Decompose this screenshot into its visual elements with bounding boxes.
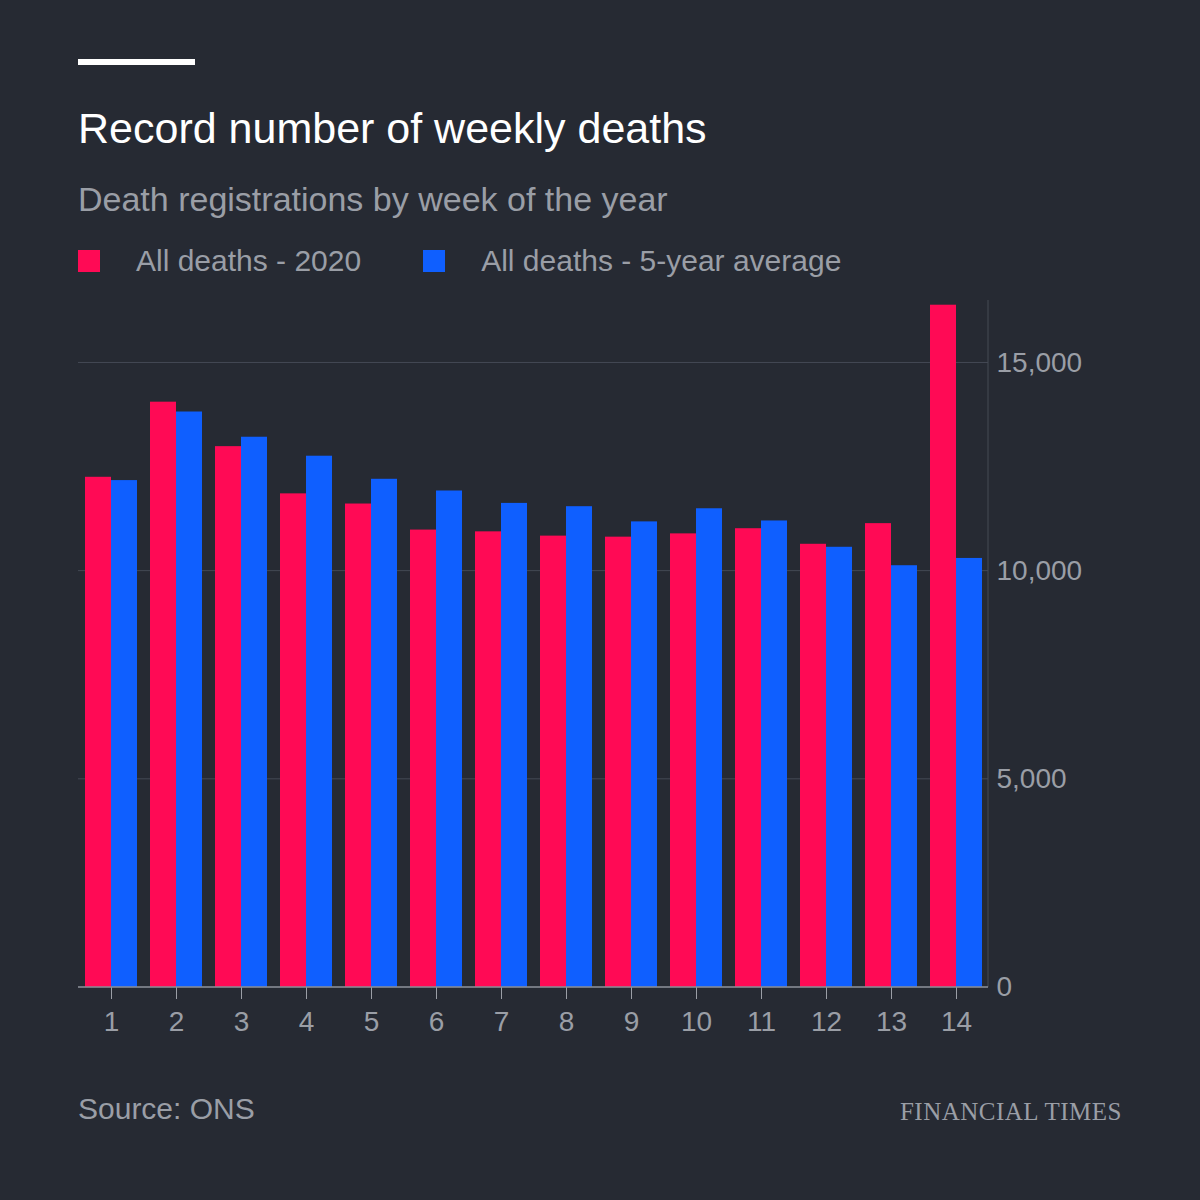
svg-text:7: 7	[494, 1006, 510, 1037]
svg-text:2: 2	[169, 1006, 185, 1037]
svg-text:4: 4	[299, 1006, 315, 1037]
svg-text:8: 8	[559, 1006, 575, 1037]
svg-text:5: 5	[364, 1006, 380, 1037]
svg-text:10,000: 10,000	[997, 555, 1083, 586]
svg-text:13: 13	[876, 1006, 907, 1037]
html-text:Source: ONS: Source: ONS	[78, 1092, 255, 1125]
svg-text:10: 10	[681, 1006, 712, 1037]
svg-text:11: 11	[747, 1006, 776, 1037]
svg-text:15,000: 15,000	[997, 347, 1083, 378]
html-text:All deaths - 2020: All deaths - 2020	[136, 244, 362, 277]
svg-text:1: 1	[104, 1006, 120, 1037]
svg-text:5,000: 5,000	[997, 763, 1067, 794]
svg-text:9: 9	[624, 1006, 640, 1037]
svg-text:6: 6	[429, 1006, 445, 1037]
html-text:Death registrations by week of: Death registrations by week of the year	[78, 180, 668, 218]
html-text:All deaths - 5-year average: All deaths - 5-year average	[481, 244, 842, 277]
svg-text:3: 3	[234, 1006, 250, 1037]
svg-text:12: 12	[811, 1006, 842, 1037]
html-text:FINANCIAL TIMES: FINANCIAL TIMES	[899, 1098, 1122, 1125]
html-text:Record number of weekly deaths: Record number of weekly deaths	[78, 104, 707, 152]
svg-text:0: 0	[997, 971, 1013, 1002]
svg-text:14: 14	[941, 1006, 972, 1037]
